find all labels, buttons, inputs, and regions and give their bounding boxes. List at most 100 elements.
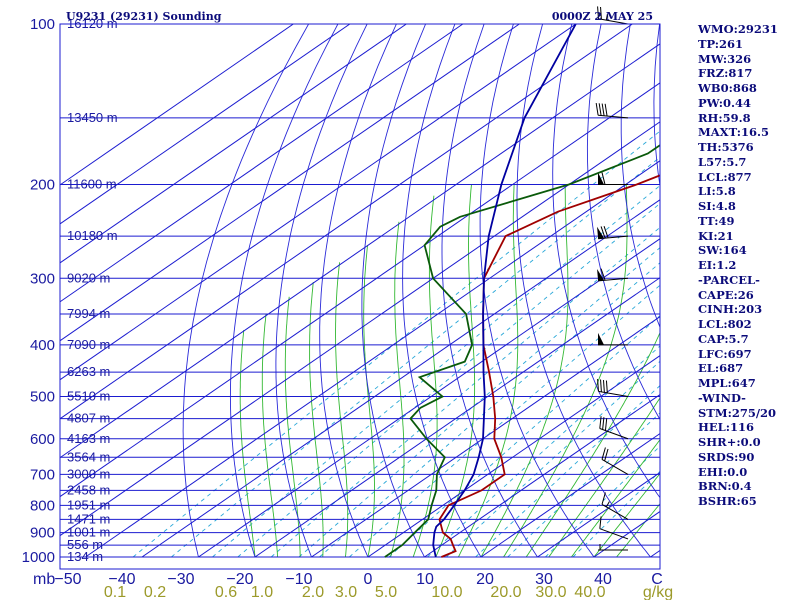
temperature-tick-label: −10 — [285, 571, 312, 588]
isotherm-line — [141, 199, 660, 558]
index-item: EHI:0.0 — [698, 464, 748, 479]
isotherms — [60, 24, 660, 558]
index-item: CINH:203 — [698, 302, 763, 317]
index-item: LCL:877 — [698, 169, 752, 184]
index-item: CAPE:26 — [698, 287, 754, 302]
dewpoint-profile-line — [384, 144, 660, 558]
isotherm-line — [60, 24, 407, 264]
index-item: LI:5.8 — [698, 184, 736, 199]
index-item: MPL:647 — [698, 376, 756, 390]
index-item: EI:1.2 — [698, 258, 737, 272]
index-item: MAXT:16.5 — [698, 125, 769, 140]
wind-barb-flag — [602, 380, 605, 393]
wind-barb-flag — [597, 378, 599, 392]
temperature-tick-label: −30 — [167, 571, 194, 588]
index-item: SRDS:90 — [698, 449, 755, 464]
mixing-ratio-tick-label: 10.0 — [431, 584, 462, 600]
wind-barb-flag — [604, 103, 608, 117]
mixing-ratio-line — [475, 385, 660, 558]
height-label: 1951 m — [67, 497, 110, 512]
index-item: WB0:868 — [698, 81, 757, 95]
wind-barb-pennant — [598, 332, 604, 345]
wind-barb-staff — [601, 459, 629, 475]
dry-adiabat — [777, 24, 800, 557]
pressure-tick-label: 200 — [30, 176, 55, 193]
isotherm-line — [60, 43, 660, 459]
moist-adiabat — [390, 221, 405, 558]
isotherm-line — [480, 432, 660, 558]
index-item: SHR+:0.0 — [698, 435, 761, 449]
height-label: 3000 m — [67, 466, 110, 481]
mixing-ratio-line — [545, 445, 660, 558]
mixing-ratio-line — [171, 156, 660, 558]
height-label: 134 m — [67, 549, 103, 564]
temperature-tick-label: 30 — [535, 571, 553, 588]
wind-barb-staff — [599, 528, 629, 540]
moist-adiabat — [309, 282, 324, 557]
temperature-tick-label: 40 — [594, 571, 612, 588]
wind-barb-flag — [601, 103, 605, 116]
height-label: 4807 m — [67, 411, 110, 426]
height-label: 556 m — [67, 537, 103, 552]
mixing-ratio-tick-label: g/kg — [643, 584, 673, 600]
pressure-axis-label: mb — [33, 571, 55, 588]
temperature-tick-label: −50 — [54, 571, 81, 588]
isobars — [60, 23, 660, 558]
plot-border — [59, 23, 661, 570]
index-item: TP:261 — [698, 36, 744, 51]
wind-barb-staff — [598, 114, 629, 119]
moist-adiabat — [239, 329, 256, 558]
mixing-ratio-tick-label: 0.6 — [215, 584, 237, 600]
mixing-ratio-tick-label: 0.2 — [144, 584, 166, 600]
isotherm-line — [367, 355, 660, 558]
wind-barb-flag — [600, 268, 606, 281]
height-label: 2458 m — [67, 482, 110, 497]
mixing-ratio-tick-label: 30.0 — [535, 584, 566, 600]
index-item: CAP:5.7 — [698, 331, 749, 346]
mixing-ratio-tick-label: 20.0 — [490, 584, 521, 600]
wind-barb-flag — [602, 417, 605, 430]
index-item: RH:59.8 — [698, 110, 751, 125]
height-label: 13450 m — [67, 110, 118, 125]
stability-indices-panel: WMO:29231 TP:261 MW:326 FRZ:817 WB0:868 PW:0.… — [698, 22, 778, 509]
wind-barb-flag — [599, 516, 602, 529]
mixing-ratio-tick-label: 2.0 — [302, 584, 324, 600]
index-item: SW:164 — [698, 243, 747, 258]
index-item: TT:49 — [698, 213, 735, 228]
wind-barb-flag — [595, 102, 599, 116]
height-label: 7994 m — [67, 306, 110, 321]
index-item: EL:687 — [698, 361, 744, 376]
wind-barb-flag — [604, 418, 608, 431]
mixing-ratio-line — [445, 360, 660, 558]
mixing-ratio-line — [270, 226, 660, 558]
station-title: U9231 (29231) Sounding — [66, 10, 222, 23]
pressure-tick-label: 800 — [30, 497, 55, 514]
wind-barb-flag — [600, 6, 602, 20]
height-label: 1471 m — [67, 511, 110, 526]
index-item: SI:4.8 — [698, 199, 736, 213]
index-item: BRN:0.4 — [698, 479, 752, 494]
wind-barb-flag — [604, 448, 609, 462]
index-item: MW:326 — [698, 51, 752, 66]
wind-barb-flag — [597, 6, 599, 19]
mixing-ratio-tick-label: 1.0 — [251, 584, 273, 600]
moist-adiabat — [616, 503, 660, 558]
wind-barb-half-flag — [605, 14, 608, 21]
wind-barb-pennant — [597, 268, 605, 281]
isotherm-line — [60, 24, 294, 186]
temperature-tick-label: C — [651, 571, 663, 588]
temperature-tick-label: 20 — [476, 571, 494, 588]
mixing-ratio-line — [507, 412, 660, 558]
isotherm-line — [198, 238, 660, 558]
wind-barb-flag — [599, 416, 602, 429]
mixing-ratio-line — [298, 247, 660, 558]
height-label: 9020 m — [67, 270, 110, 285]
moist-adiabat — [261, 313, 279, 558]
height-label: 6263 m — [67, 364, 110, 379]
wind-barb-pennant — [598, 172, 604, 185]
wind-barb-flag — [600, 226, 606, 239]
mixing-ratio-line — [237, 202, 660, 558]
isotherm-line — [254, 277, 660, 558]
sounding-datetime: 0000Z 2 MAY 25 — [552, 10, 653, 23]
moist-adiabat — [363, 245, 375, 558]
